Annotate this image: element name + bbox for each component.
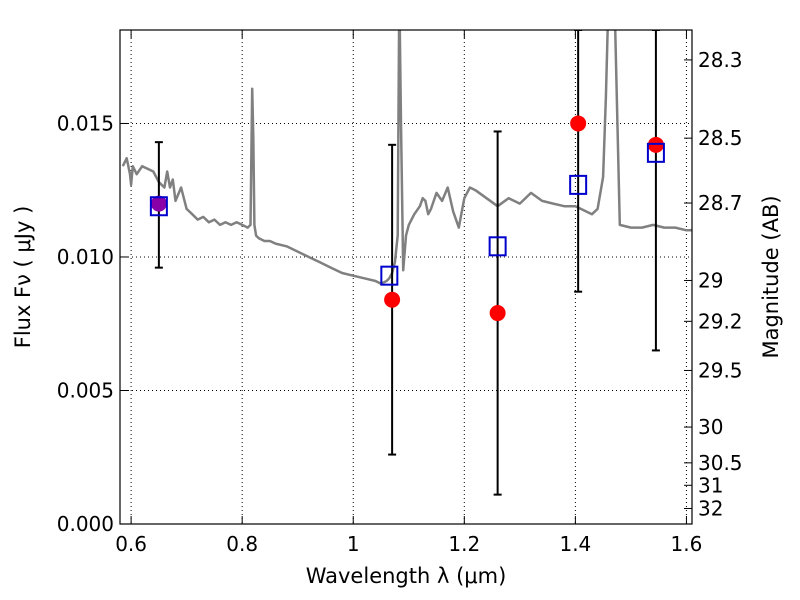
y2-tick-label: 32	[698, 497, 723, 521]
model-photometry-point	[646, 142, 665, 163]
x-tick-label: 0.8	[226, 532, 258, 556]
model-photometry-point	[149, 196, 168, 217]
error-bars	[154, 30, 660, 496]
model-photometry-point	[569, 174, 588, 195]
y-tick-label: 0.015	[57, 111, 114, 135]
y2-tick-label: 30.5	[698, 451, 743, 475]
x-axis-label: Wavelength λ (μm)	[306, 564, 507, 588]
model-photometry-point	[488, 236, 507, 257]
x-tick-label: 1.4	[559, 532, 591, 556]
y-tick-label: 0.000	[57, 512, 114, 536]
y2-tick-label: 29.2	[698, 309, 743, 333]
model-spectrum-line	[121, 30, 692, 285]
y2-tick-label: 29	[698, 268, 723, 292]
observed-point	[489, 305, 506, 322]
y2-tick-label: 28.3	[698, 48, 743, 72]
y2-tick-label: 28.5	[698, 126, 743, 150]
x-tick-label: 1.6	[671, 532, 703, 556]
observed-points	[150, 115, 664, 322]
model-photometry-points	[149, 142, 665, 286]
x-tick-label: 1	[347, 532, 360, 556]
plot-frame	[119, 29, 693, 525]
model-photometry-point	[380, 265, 399, 286]
y2-tick-label: 31	[698, 473, 723, 497]
y2-tick-label: 29.5	[698, 358, 743, 382]
y-axis-label: Flux Fν ( μJy )	[11, 206, 35, 349]
y2-tick-label: 28.7	[698, 191, 743, 215]
observed-point	[384, 291, 401, 308]
x-tick-label: 0.6	[115, 532, 147, 556]
x-axis-ticks: 0.6 0.8 1 1.2 1.4 1.6	[115, 30, 702, 556]
observed-point	[570, 115, 587, 132]
x-tick-label: 1.2	[448, 532, 480, 556]
y-tick-label: 0.010	[57, 245, 114, 269]
y2-axis-label: Magnitude (AB)	[759, 195, 783, 358]
y2-tick-label: 30	[698, 415, 723, 439]
grid-lines	[120, 30, 692, 524]
observed-point	[150, 195, 167, 212]
y-tick-label: 0.005	[57, 378, 114, 402]
y-axis-ticks: 0.000 0.005 0.010 0.015	[57, 111, 128, 536]
